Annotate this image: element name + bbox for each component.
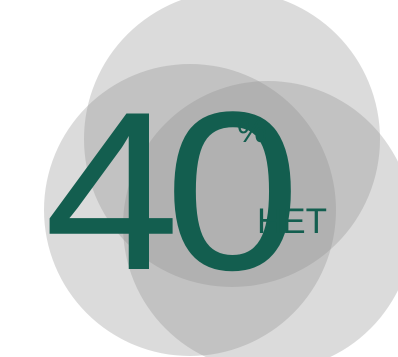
- stat-word: НЕТ: [257, 204, 327, 239]
- percent-sign: %: [237, 114, 267, 148]
